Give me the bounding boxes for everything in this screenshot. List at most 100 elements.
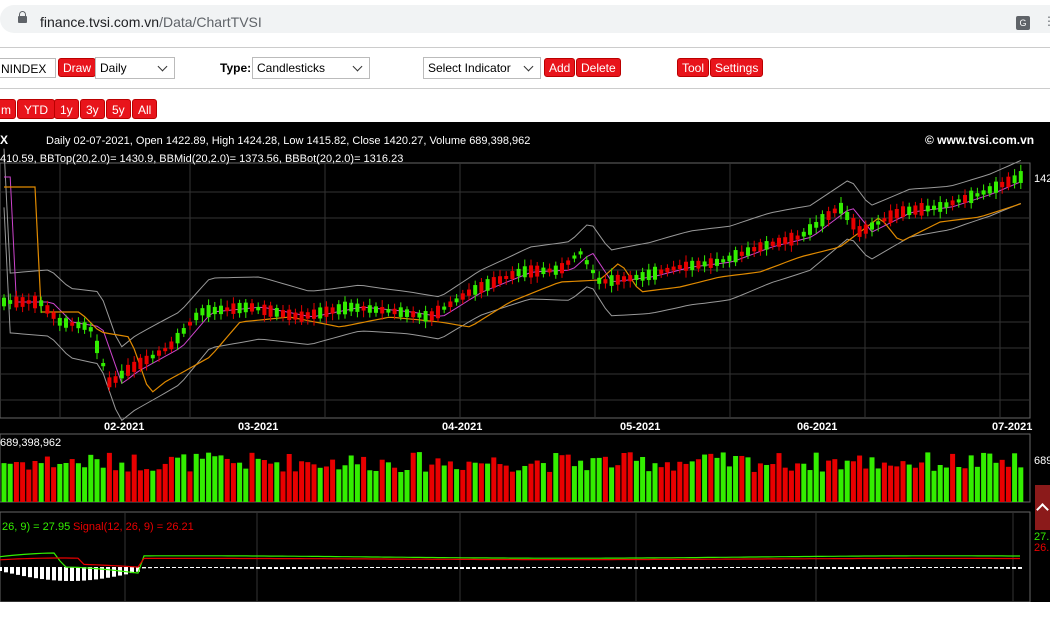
volume-bar — [392, 467, 398, 502]
candle-body — [795, 235, 800, 240]
volume-bar — [751, 471, 757, 502]
macd-histogram-bar — [88, 567, 92, 581]
symbol-input[interactable]: NINDEX — [0, 58, 56, 78]
candle-body — [268, 305, 273, 317]
url-text[interactable]: finance.tvsi.com.vn/Data/ChartTVSI — [40, 14, 262, 30]
macd-histogram-bar — [238, 567, 242, 569]
bollinger-bands — [3, 148, 1022, 422]
candle-body — [603, 279, 608, 284]
volume-bar — [739, 455, 745, 502]
macd-histogram-bar — [946, 567, 950, 568]
candle-body — [845, 211, 850, 221]
x-tick-05-2021: 05-2021 — [620, 421, 660, 433]
candle-body — [944, 202, 949, 208]
chart-svg[interactable]: X Daily 02-07-2021, Open 1422.89, High 1… — [0, 122, 1050, 603]
macd-histogram-bar — [790, 567, 794, 569]
price-panel-frame — [0, 162, 1031, 419]
settings-button[interactable]: Settings — [710, 58, 764, 77]
period-select[interactable]: Daily — [95, 57, 175, 79]
macd-histogram-bar — [862, 567, 866, 569]
draw-button[interactable]: Draw — [58, 58, 97, 77]
candle-body — [919, 202, 924, 216]
candle-body — [535, 265, 540, 277]
macd-histogram-bar — [502, 567, 506, 569]
volume-bar — [633, 460, 639, 502]
volume-bar — [943, 467, 949, 502]
macd-histogram-bar — [220, 567, 224, 569]
macd-histogram-bar — [466, 567, 470, 569]
volume-bar — [522, 465, 528, 502]
volume-bar — [69, 459, 75, 502]
candle-body — [870, 222, 874, 230]
range-button-all[interactable]: All — [132, 99, 158, 119]
volume-bar — [243, 468, 249, 502]
range-button-1y[interactable]: 1y — [54, 99, 79, 119]
macd-histogram-bar — [412, 567, 416, 569]
copyright: © www.tvsi.com.vn — [925, 133, 1034, 147]
translate-icon[interactable]: G — [1016, 16, 1030, 30]
range-button-5y[interactable]: 5y — [106, 99, 131, 119]
candle-body — [250, 303, 254, 312]
macd-histogram-bar — [346, 567, 350, 568]
volume-bar — [367, 470, 373, 502]
volume-bar — [875, 468, 881, 502]
macd-histogram-bar — [994, 567, 998, 569]
volume-value-label: 689,398,962 — [0, 437, 61, 449]
volume-bar — [150, 470, 156, 502]
volume-bar — [94, 459, 100, 502]
volume-bar — [869, 457, 875, 502]
candle-body — [553, 265, 558, 275]
candle-body — [194, 312, 199, 321]
candle-body — [144, 355, 149, 365]
type-select[interactable]: Candlesticks — [252, 57, 370, 79]
macd-histogram-bar — [454, 567, 458, 569]
volume-bar — [187, 471, 193, 502]
candle-body — [305, 312, 310, 319]
macd-histogram-bar — [694, 567, 698, 569]
macd-histogram-bar — [916, 567, 920, 568]
address-bar[interactable]: finance.tvsi.com.vn/Data/ChartTVSI G ⋮ — [0, 5, 1050, 33]
macd-histogram-bar — [604, 567, 608, 569]
chart-area[interactable]: X Daily 02-07-2021, Open 1422.89, High 1… — [0, 122, 1050, 603]
delete-button[interactable]: Delete — [576, 58, 621, 77]
chart-symbol-prefix: X — [0, 133, 8, 147]
indicator-select[interactable]: Select Indicator — [423, 57, 541, 79]
candle-body — [200, 308, 205, 316]
candle-body — [70, 322, 75, 326]
add-button[interactable]: Add — [544, 58, 576, 77]
candle-body — [485, 279, 490, 291]
candle-body — [175, 332, 180, 344]
candle-body — [987, 186, 992, 194]
volume-bar — [894, 466, 900, 502]
macd-histogram-bar — [352, 567, 356, 568]
candle-body — [708, 258, 713, 268]
volume-bar — [689, 461, 695, 502]
volume-bar — [63, 462, 69, 502]
range-button-m[interactable]: m — [0, 99, 16, 119]
volume-bar — [491, 457, 497, 502]
scroll-top-button[interactable] — [1035, 485, 1050, 530]
volume-bar — [416, 452, 422, 502]
candle-body — [243, 302, 248, 313]
x-tick-04-2021: 04-2021 — [442, 421, 482, 433]
volume-bar — [361, 456, 367, 502]
candle-body — [429, 311, 434, 321]
macd-histogram-bar — [148, 567, 152, 569]
candle-body — [764, 241, 769, 250]
volume-bar — [175, 457, 181, 502]
tool-button[interactable]: Tool — [677, 58, 710, 77]
range-button-ytd[interactable]: YTD — [17, 99, 55, 119]
more-icon[interactable]: ⋮ — [1043, 14, 1050, 28]
volume-bar — [646, 471, 652, 502]
macd-histogram-bar — [250, 567, 254, 569]
macd-histogram-bar — [430, 567, 434, 569]
range-button-3y[interactable]: 3y — [80, 99, 105, 119]
volume-bar — [671, 470, 677, 502]
macd-histogram-bar — [748, 567, 752, 568]
candle-body — [473, 285, 478, 295]
volume-bar — [144, 469, 150, 502]
candle-body — [981, 190, 986, 195]
x-tick-02-2021: 02-2021 — [104, 421, 144, 433]
macd-histogram-bar — [556, 567, 560, 568]
macd-histogram-bar — [298, 567, 302, 569]
